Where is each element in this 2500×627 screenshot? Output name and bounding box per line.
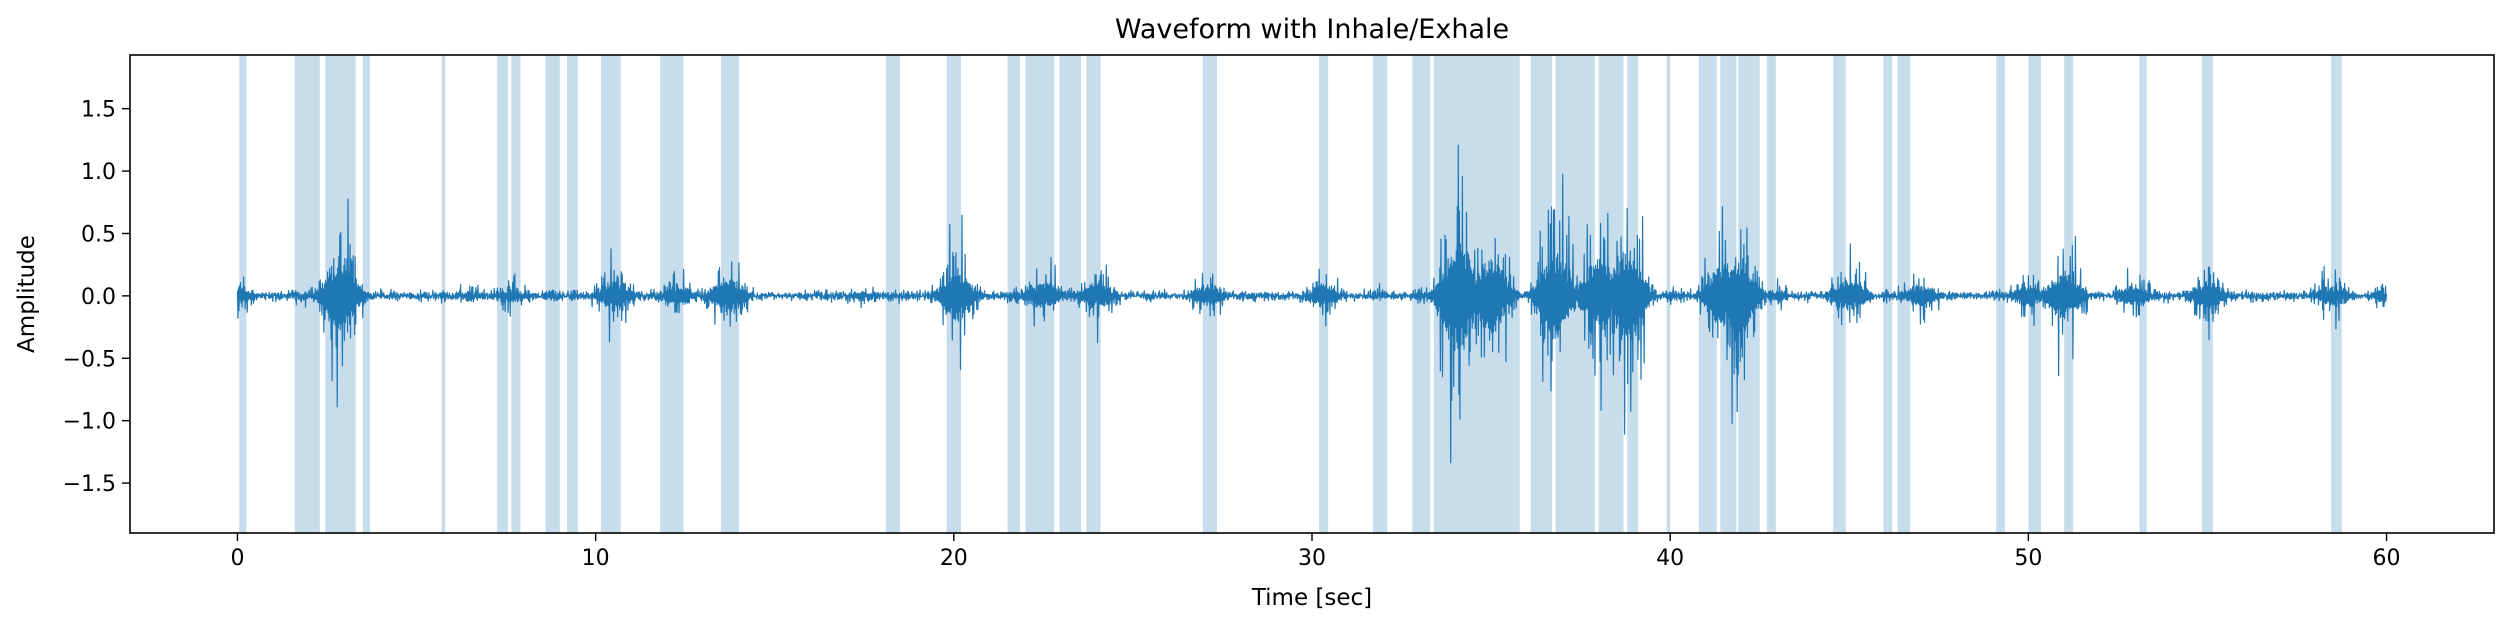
y-tick-label: 1.0	[81, 160, 116, 185]
x-tick-label: 30	[1298, 546, 1326, 571]
x-tick-label: 50	[2014, 546, 2042, 571]
x-axis-ticks: 0 10 20 30 40 50 60	[230, 533, 2401, 571]
y-axis-ticks: −1.5 −1.0 −0.5 0.0 0.5 1.0 1.5	[63, 98, 130, 497]
y-tick-label: −0.5	[63, 347, 116, 372]
y-tick-label: 0.0	[81, 285, 116, 310]
x-tick-label: 20	[940, 546, 968, 571]
x-tick-label: 0	[230, 546, 244, 571]
shaded-interval-35	[1996, 55, 2006, 533]
x-tick-label: 60	[2373, 546, 2401, 571]
shaded-interval-27	[1666, 55, 1671, 533]
waveform-series	[236, 144, 2388, 464]
y-axis-label: Amplitude	[14, 235, 40, 353]
waveform-line	[236, 144, 2388, 464]
x-tick-label: 40	[1656, 546, 1684, 571]
x-tick-label: 10	[582, 546, 610, 571]
y-tick-label: −1.0	[63, 410, 116, 435]
y-tick-label: −1.5	[63, 472, 116, 497]
chart-title: Waveform with Inhale/Exhale	[1115, 14, 1509, 45]
y-tick-label: 0.5	[81, 222, 116, 247]
y-tick-label: 1.5	[81, 98, 116, 123]
x-axis-label: Time [sec]	[1251, 585, 1372, 611]
